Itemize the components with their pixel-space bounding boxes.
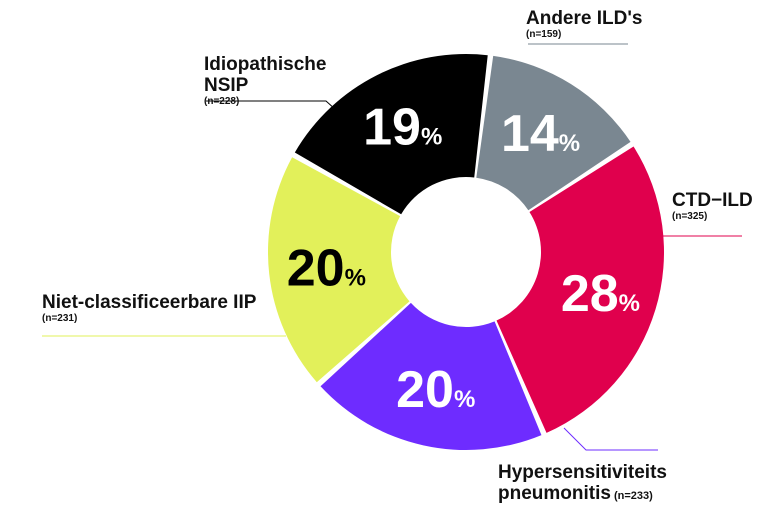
pct-label-ctd-ild: 28%: [561, 265, 640, 323]
pct-label-nsip: 19%: [363, 99, 442, 157]
pct-label-hypersensitiviteits: 20%: [396, 361, 475, 419]
slice-niet-classificeerbare: [267, 157, 410, 383]
label-andere-name: Andere ILD's: [526, 8, 643, 29]
slice-nsip: [294, 54, 488, 215]
label-nsip-line2: NSIP: [204, 75, 249, 96]
slice-andere-ild: [476, 55, 631, 211]
label-hp-n: (n=233): [613, 490, 653, 502]
label-niet-classificeerbare: Niet-classificeerbare IIP (n=231): [42, 292, 256, 325]
pct-label-andere-ild: 14%: [501, 105, 580, 163]
label-niet-name: Niet-classificeerbare IIP: [42, 292, 257, 313]
slice-ctd-ild: [496, 146, 664, 433]
label-hp-line2: pneumonitis: [498, 483, 611, 504]
leader-hypersensitiviteits: [563, 427, 658, 451]
label-hp-line1: Hypersensitiviteits: [498, 462, 667, 483]
label-ctd-name: CTD−ILD: [672, 190, 753, 211]
label-hypersensitiviteits: Hypersensitiviteits pneumonitis (n=233): [498, 462, 667, 504]
label-andere-n: (n=159): [526, 29, 562, 40]
label-nsip-n: (n=228): [204, 96, 240, 107]
slice-hypersensitiviteits: [320, 302, 542, 450]
label-nsip: Idiopathische NSIP (n=228): [204, 54, 326, 108]
pct-label-niet-classificeerbare: 20%: [287, 239, 366, 297]
label-ctd-ild: CTD−ILD (n=325): [672, 190, 753, 223]
label-ctd-n: (n=325): [672, 211, 708, 222]
label-andere-ild: Andere ILD's (n=159): [526, 8, 642, 41]
leader-nsip: [206, 100, 337, 111]
label-nsip-line1: Idiopathische: [204, 54, 327, 75]
label-niet-n: (n=231): [42, 313, 78, 324]
